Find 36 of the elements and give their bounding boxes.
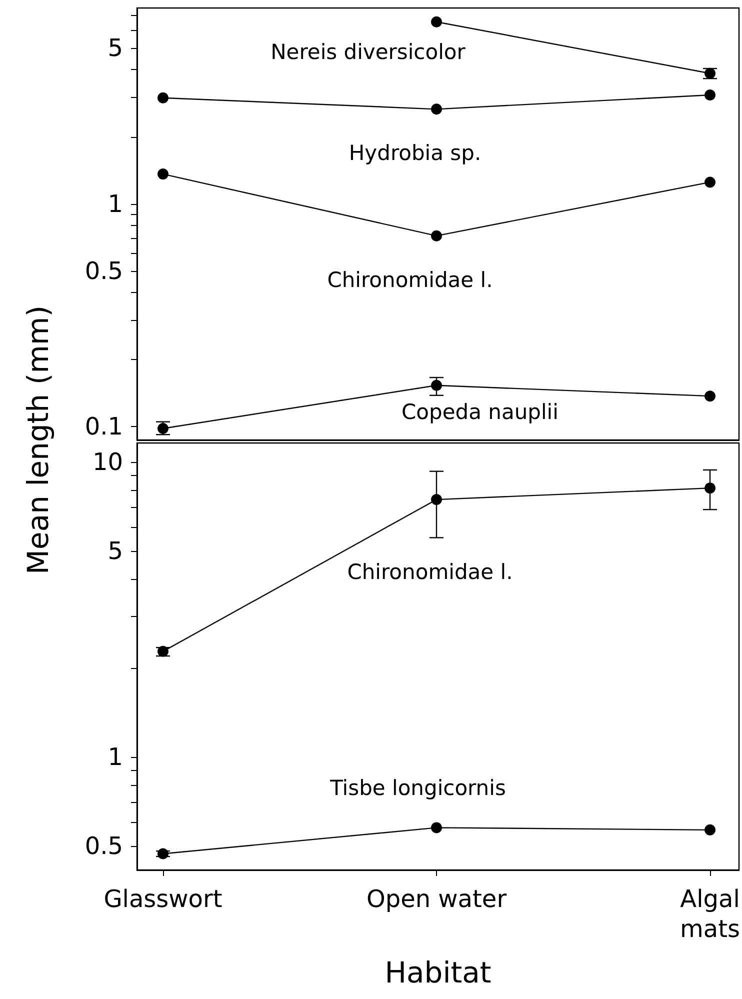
y-tick-label: 1 xyxy=(108,743,123,772)
point xyxy=(704,176,716,188)
y-tick-label: 5 xyxy=(108,536,123,565)
point xyxy=(157,168,168,180)
point xyxy=(157,848,168,860)
point xyxy=(431,380,442,391)
point xyxy=(431,104,442,115)
annotation: Copeda nauplii xyxy=(402,400,558,424)
point xyxy=(157,646,168,657)
y-tick-label: 0.1 xyxy=(84,412,123,441)
x-axis-title: Habitat xyxy=(384,956,492,990)
y-tick-label: 0.5 xyxy=(84,832,123,860)
point xyxy=(431,16,442,28)
annotation: Chironomidae l. xyxy=(327,268,493,292)
point xyxy=(157,422,168,434)
y-tick-label: 1 xyxy=(108,190,123,218)
x-tick-label: Glasswort xyxy=(104,885,222,913)
point xyxy=(704,89,716,100)
annotation: Tisbe longicornis xyxy=(329,776,506,800)
point xyxy=(704,824,716,836)
y-tick-label: 10 xyxy=(92,448,123,476)
point xyxy=(704,390,716,402)
y-tick-label: 5 xyxy=(108,34,123,62)
annotation: Chironomidae l. xyxy=(347,560,513,584)
point xyxy=(704,68,716,79)
point xyxy=(431,822,442,834)
x-tick-label: Open water xyxy=(366,885,507,913)
point xyxy=(431,494,442,506)
annotation: Nereis diversicolor xyxy=(270,40,466,64)
y-tick-label: 0.5 xyxy=(84,256,123,285)
point xyxy=(704,482,716,494)
annotation: Hydrobia sp. xyxy=(348,141,482,165)
point xyxy=(157,92,168,104)
y-axis-title: Mean length (mm) xyxy=(21,305,55,575)
point xyxy=(431,230,442,242)
x-tick-label: Algal mats xyxy=(680,885,740,943)
